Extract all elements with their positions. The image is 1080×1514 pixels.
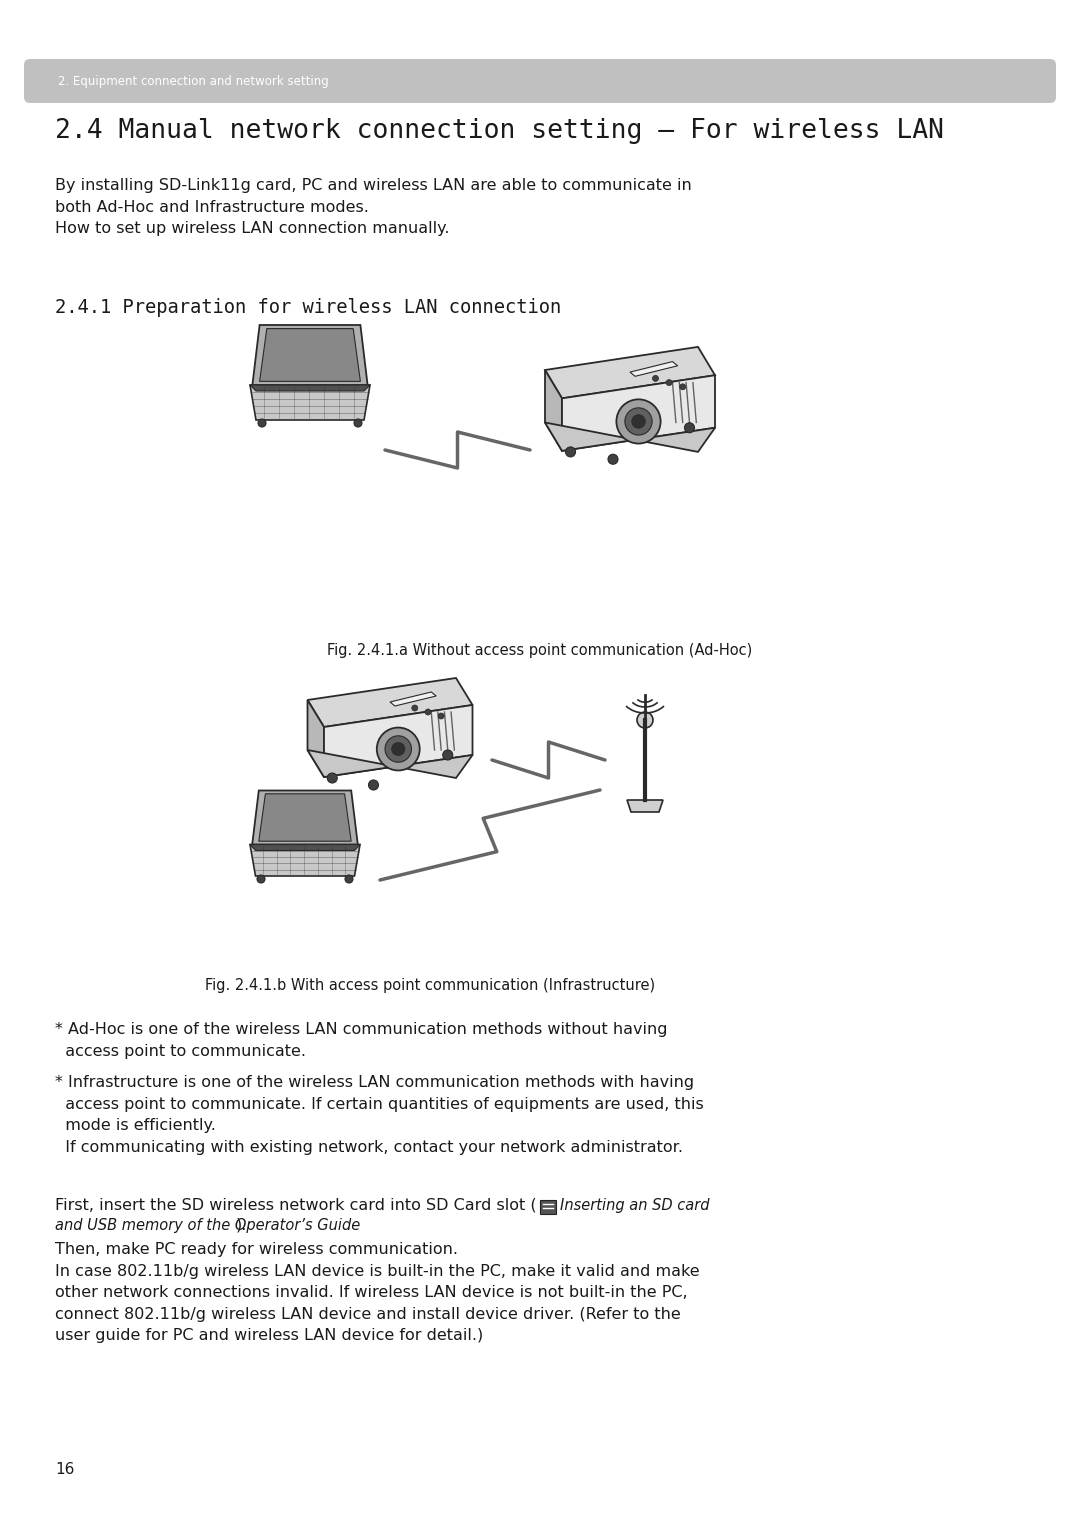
Circle shape xyxy=(632,415,646,428)
Circle shape xyxy=(685,422,694,433)
Text: Fig. 2.4.1.b With access point communication (Infrastructure): Fig. 2.4.1.b With access point communica… xyxy=(205,978,656,993)
Circle shape xyxy=(625,407,652,435)
Polygon shape xyxy=(308,749,473,778)
Polygon shape xyxy=(390,692,436,706)
Polygon shape xyxy=(545,369,562,451)
Text: and USB memory of the Operator’s Guide: and USB memory of the Operator’s Guide xyxy=(55,1217,361,1232)
Polygon shape xyxy=(545,422,715,451)
Text: Fig. 2.4.1.a Without access point communication (Ad-Hoc): Fig. 2.4.1.a Without access point commun… xyxy=(327,643,753,659)
Text: * Infrastructure is one of the wireless LAN communication methods with having
  : * Infrastructure is one of the wireless … xyxy=(55,1075,704,1155)
Circle shape xyxy=(637,712,653,728)
Circle shape xyxy=(679,385,686,389)
Text: 2. Equipment connection and network setting: 2. Equipment connection and network sett… xyxy=(58,74,328,88)
Circle shape xyxy=(354,419,362,427)
Text: First, insert the SD wireless network card into SD Card slot (: First, insert the SD wireless network ca… xyxy=(55,1198,537,1213)
FancyBboxPatch shape xyxy=(540,1201,556,1214)
Text: 2.4 Manual network connection setting – For wireless LAN: 2.4 Manual network connection setting – … xyxy=(55,118,944,144)
Circle shape xyxy=(411,706,418,712)
Circle shape xyxy=(666,380,672,386)
Circle shape xyxy=(392,742,405,755)
Polygon shape xyxy=(253,790,357,845)
Polygon shape xyxy=(249,845,360,877)
Polygon shape xyxy=(308,699,324,777)
FancyBboxPatch shape xyxy=(24,59,1056,103)
Polygon shape xyxy=(324,706,473,777)
Polygon shape xyxy=(308,678,473,727)
Polygon shape xyxy=(259,329,361,382)
Polygon shape xyxy=(249,385,370,419)
Polygon shape xyxy=(249,385,370,391)
Text: Inserting an SD card: Inserting an SD card xyxy=(561,1198,710,1213)
Circle shape xyxy=(617,400,661,444)
Circle shape xyxy=(345,875,353,883)
Circle shape xyxy=(368,780,378,790)
Text: 16: 16 xyxy=(55,1463,75,1478)
Polygon shape xyxy=(545,347,715,398)
Polygon shape xyxy=(253,326,367,385)
Circle shape xyxy=(443,749,453,760)
Circle shape xyxy=(257,875,265,883)
Circle shape xyxy=(652,375,659,382)
Text: Then, make PC ready for wireless communication.
In case 802.11b/g wireless LAN d: Then, make PC ready for wireless communi… xyxy=(55,1241,700,1343)
Text: 2.4.1 Preparation for wireless LAN connection: 2.4.1 Preparation for wireless LAN conne… xyxy=(55,298,562,316)
Polygon shape xyxy=(630,362,677,377)
Polygon shape xyxy=(562,375,715,451)
Text: By installing SD-Link11g card, PC and wireless LAN are able to communicate in
bo: By installing SD-Link11g card, PC and wi… xyxy=(55,179,692,236)
Circle shape xyxy=(438,713,444,719)
Circle shape xyxy=(424,709,431,715)
Polygon shape xyxy=(627,799,663,812)
Polygon shape xyxy=(259,793,351,842)
Circle shape xyxy=(386,736,411,762)
Circle shape xyxy=(327,774,337,783)
Text: ).: ). xyxy=(235,1217,247,1232)
Text: * Ad-Hoc is one of the wireless LAN communication methods without having
  acces: * Ad-Hoc is one of the wireless LAN comm… xyxy=(55,1022,667,1058)
Circle shape xyxy=(566,447,576,457)
Circle shape xyxy=(377,728,420,771)
Circle shape xyxy=(608,454,618,465)
Polygon shape xyxy=(249,845,360,851)
Circle shape xyxy=(258,419,266,427)
